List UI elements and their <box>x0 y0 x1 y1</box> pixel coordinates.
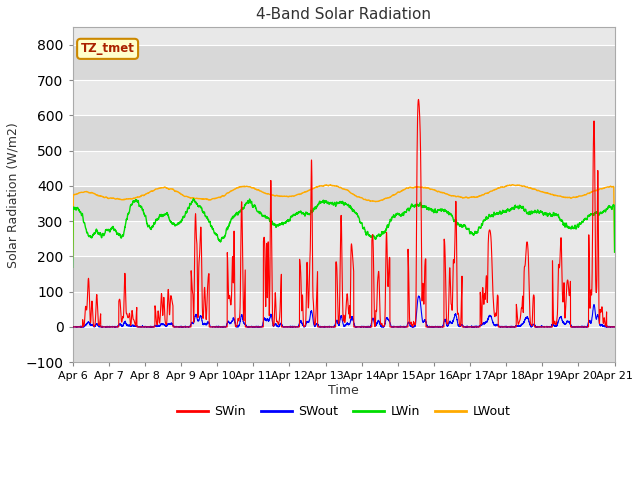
Bar <box>72 151 614 186</box>
Y-axis label: Solar Radiation (W/m2): Solar Radiation (W/m2) <box>7 122 20 268</box>
Bar <box>72 327 614 362</box>
Bar <box>72 292 614 327</box>
Legend: SWin, SWout, LWin, LWout: SWin, SWout, LWin, LWout <box>172 400 515 423</box>
Bar <box>72 256 614 292</box>
Title: 4-Band Solar Radiation: 4-Band Solar Radiation <box>256 7 431 22</box>
Bar <box>72 186 614 221</box>
Bar <box>72 45 614 80</box>
Bar <box>72 80 614 115</box>
X-axis label: Time: Time <box>328 384 359 397</box>
Bar <box>72 221 614 256</box>
Text: TZ_tmet: TZ_tmet <box>81 42 134 55</box>
Bar <box>72 115 614 151</box>
